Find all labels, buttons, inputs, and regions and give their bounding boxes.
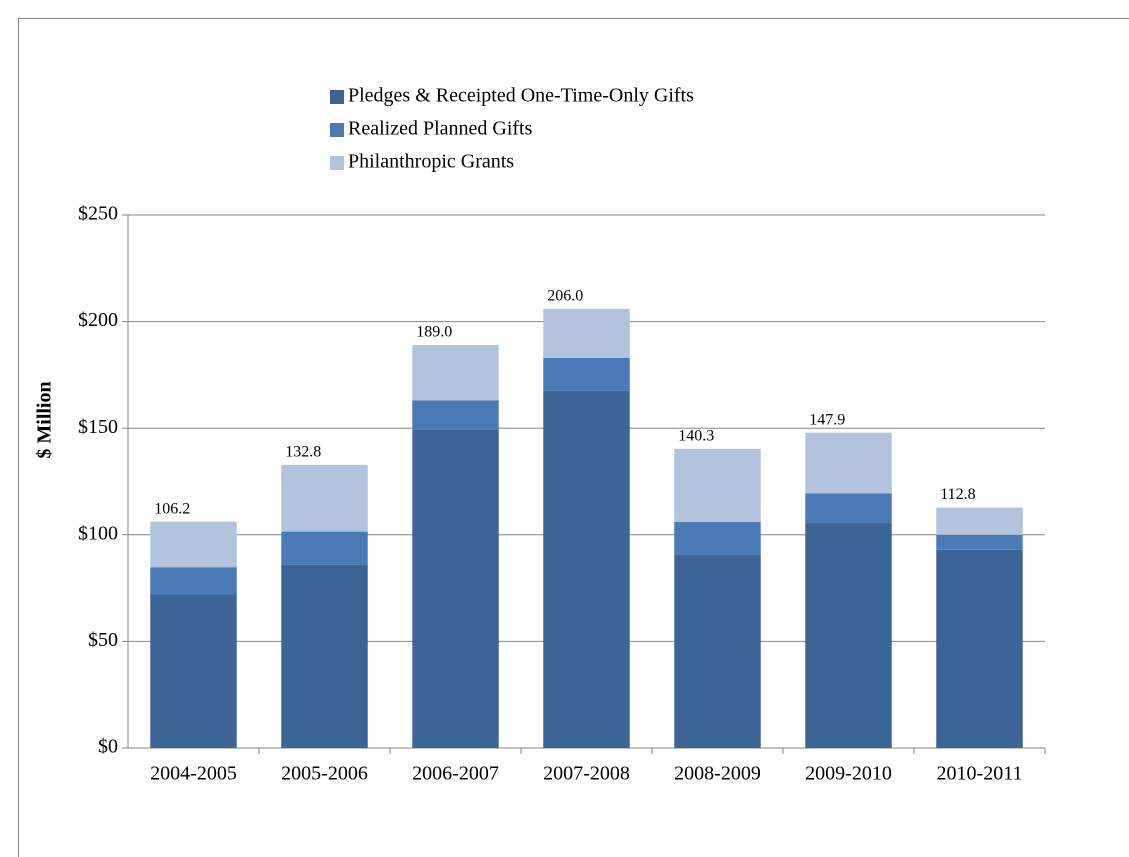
- bar-segment: [412, 400, 499, 430]
- bar-segment: [805, 432, 892, 494]
- bar-segment: [936, 549, 1023, 748]
- y-tick-label: $150: [78, 416, 118, 438]
- bar-segment: [543, 308, 630, 358]
- bar-segment: [805, 523, 892, 748]
- bar-segment: [543, 357, 630, 391]
- total-label: 112.8: [940, 486, 975, 503]
- total-label: 140.3: [678, 428, 714, 445]
- x-tick-label: 2006-2007: [412, 763, 499, 785]
- legend-swatch: [330, 90, 344, 104]
- bar-segment: [281, 531, 368, 565]
- y-tick-label: $250: [78, 203, 118, 225]
- total-label: 132.8: [285, 444, 321, 461]
- x-tick-label: 2004-2005: [150, 763, 237, 785]
- y-tick-label: $50: [88, 629, 118, 651]
- bar-segment: [674, 555, 761, 748]
- total-label: 189.0: [416, 324, 452, 341]
- legend-swatch: [330, 156, 344, 170]
- bar-segment: [150, 567, 237, 595]
- bar-segment: [674, 522, 761, 556]
- y-tick-label: $100: [78, 522, 118, 544]
- bar-segment: [150, 594, 237, 748]
- legend-swatch: [330, 123, 344, 137]
- bar-segment: [543, 390, 630, 748]
- legend-label: Realized Planned Gifts: [348, 118, 533, 140]
- x-tick-label: 2009-2010: [805, 763, 892, 785]
- bar-segment: [281, 464, 368, 532]
- bar-segment: [936, 507, 1023, 535]
- x-tick-label: 2005-2006: [281, 763, 368, 785]
- x-tick-label: 2010-2011: [937, 763, 1023, 785]
- bar-segment: [281, 564, 368, 748]
- x-tick-label: 2007-2008: [543, 763, 630, 785]
- legend-label: Philanthropic Grants: [348, 151, 514, 173]
- bar-segment: [412, 429, 499, 748]
- total-label: 206.0: [547, 287, 583, 304]
- legend-label: Pledges & Receipted One-Time-Only Gifts: [348, 85, 694, 107]
- bar-segment: [674, 448, 761, 523]
- y-tick-label: $0: [98, 736, 118, 758]
- total-label: 147.9: [809, 411, 845, 428]
- y-axis-label: $ Million: [34, 381, 56, 458]
- total-label: 106.2: [154, 500, 190, 517]
- y-tick-label: $200: [78, 309, 118, 331]
- x-tick-label: 2008-2009: [674, 763, 761, 785]
- bar-segment: [805, 493, 892, 524]
- bar-segment: [936, 534, 1023, 550]
- bar-segment: [412, 345, 499, 401]
- bar-segment: [150, 521, 237, 568]
